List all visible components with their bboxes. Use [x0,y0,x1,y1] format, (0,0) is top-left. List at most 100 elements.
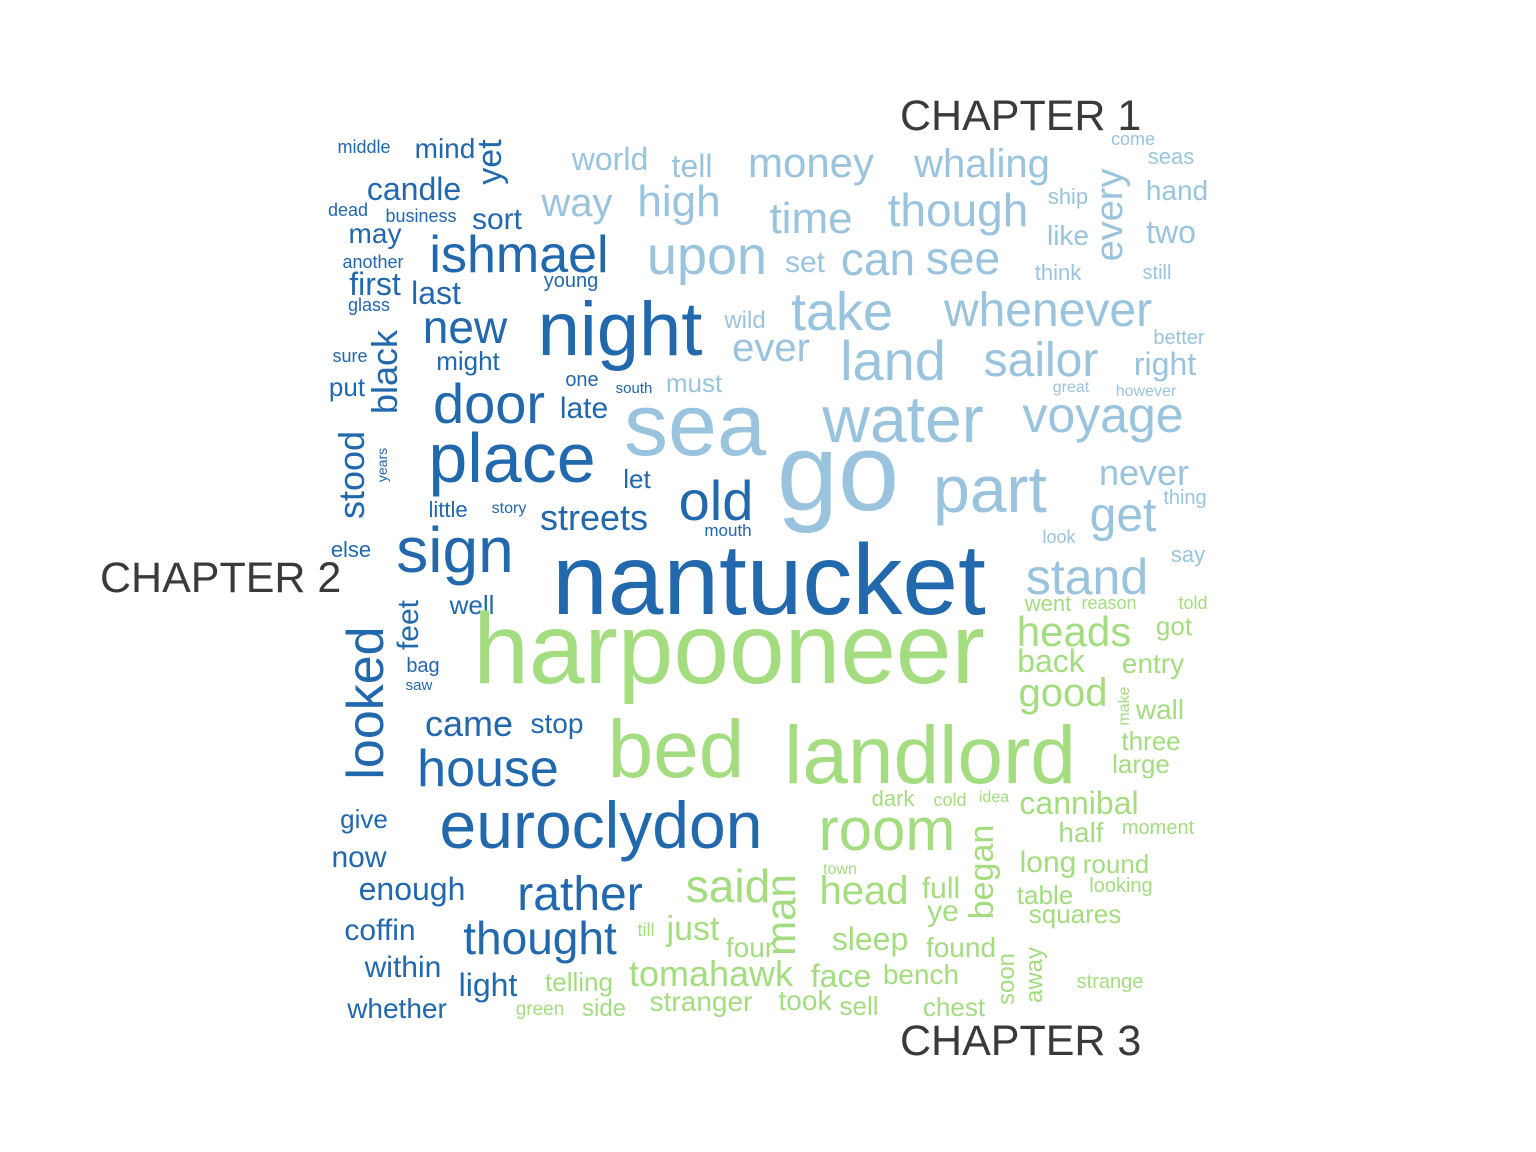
word-ever: ever [732,326,810,370]
word-found: found [926,932,996,963]
word-put: put [329,372,366,402]
word-dark: dark [872,786,916,811]
word-back: back [1017,643,1086,679]
word-sell: sell [839,991,878,1021]
word-water: water [821,382,983,456]
word-last: last [411,275,461,311]
word-entry: entry [1122,648,1184,679]
word-long: long [1020,846,1077,879]
word-bed: bed [608,704,745,795]
word-now: now [331,841,386,874]
word-heads: heads [1017,608,1131,655]
word-else: else [331,537,371,562]
group-label-chapter-3: CHAPTER 3 [900,1017,1141,1065]
word-sign: sign [396,514,513,586]
word-stop: stop [531,708,584,739]
word-business: business [385,206,456,226]
word-thought: thought [463,912,617,964]
word-however: however [1116,383,1177,400]
word-just: just [666,910,720,948]
word-light: light [459,967,518,1003]
word-candle: candle [367,171,461,207]
word-voyage: voyage [1022,387,1183,443]
word-land: land [840,329,946,392]
word-mind: mind [415,133,476,164]
word-telling: telling [545,967,613,997]
word-make: make [1116,686,1133,725]
word-chest: chest [923,992,986,1022]
word-two: two [1146,214,1196,250]
word-yet: yet [471,139,509,185]
word-sea: sea [624,375,766,474]
word-full: full [922,872,960,905]
word-door: door [433,372,545,435]
word-little: little [428,497,467,522]
word-can: can [841,233,915,285]
word-set: set [785,246,826,279]
word-streets: streets [540,497,648,538]
word-new: new [423,301,508,353]
word-cold: cold [933,790,966,810]
word-go: go [777,411,899,534]
word-dead: dead [328,200,368,220]
word-world: world [571,141,648,177]
word-till: till [638,920,655,940]
word-squares: squares [1029,899,1122,929]
word-take: take [791,282,893,342]
word-seas: seas [1148,144,1194,169]
word-old: old [679,469,754,532]
word-away: away [1021,947,1048,1003]
word-another: another [342,252,403,272]
word-told: told [1178,593,1207,613]
word-give: give [340,804,388,834]
word-upon: upon [647,226,767,286]
word-south: south [616,380,653,397]
word-table: table [1017,880,1073,910]
word-said: said [686,860,770,912]
word-money: money [748,139,874,186]
word-whether: whether [346,993,447,1024]
word-years: years [374,448,390,482]
word-well: well [449,590,495,620]
word-way: way [540,181,612,225]
word-house: house [417,740,559,798]
word-man: man [757,874,804,956]
word-sleep: sleep [832,921,909,957]
word-within: within [364,951,442,984]
word-one: one [565,369,598,391]
word-strange: strange [1077,971,1144,993]
word-four: four [726,932,774,963]
word-came: came [425,703,513,744]
word-look: look [1042,527,1076,547]
word-right: right [1134,346,1196,382]
word-think: think [1035,260,1082,285]
word-ishmael: ishmael [429,226,608,284]
word-story: story [492,500,527,517]
word-went: went [1024,591,1071,616]
word-side: side [582,995,626,1022]
word-face: face [811,958,871,994]
word-room: room [819,796,956,863]
word-every: every [1089,169,1131,262]
word-hand: hand [1146,175,1208,206]
word-sort: sort [472,203,523,236]
word-see: see [926,232,1000,284]
word-still: still [1143,262,1172,284]
word-stood: stood [331,431,372,519]
word-moment: moment [1122,817,1195,839]
word-bag: bag [406,655,439,677]
word-may: may [349,218,402,249]
word-thing: thing [1163,487,1206,509]
word-enough: enough [359,871,466,907]
word-nantucket: nantucket [552,524,986,636]
word-stranger: stranger [650,986,753,1017]
word-wild: wild [723,307,765,334]
word-say: say [1171,542,1205,567]
word-time: time [769,194,852,243]
word-whaling: whaling [913,142,1050,186]
word-three: three [1121,726,1180,756]
word-though: though [888,184,1029,236]
word-feet: feet [392,599,425,650]
word-soon: soon [993,953,1020,1005]
